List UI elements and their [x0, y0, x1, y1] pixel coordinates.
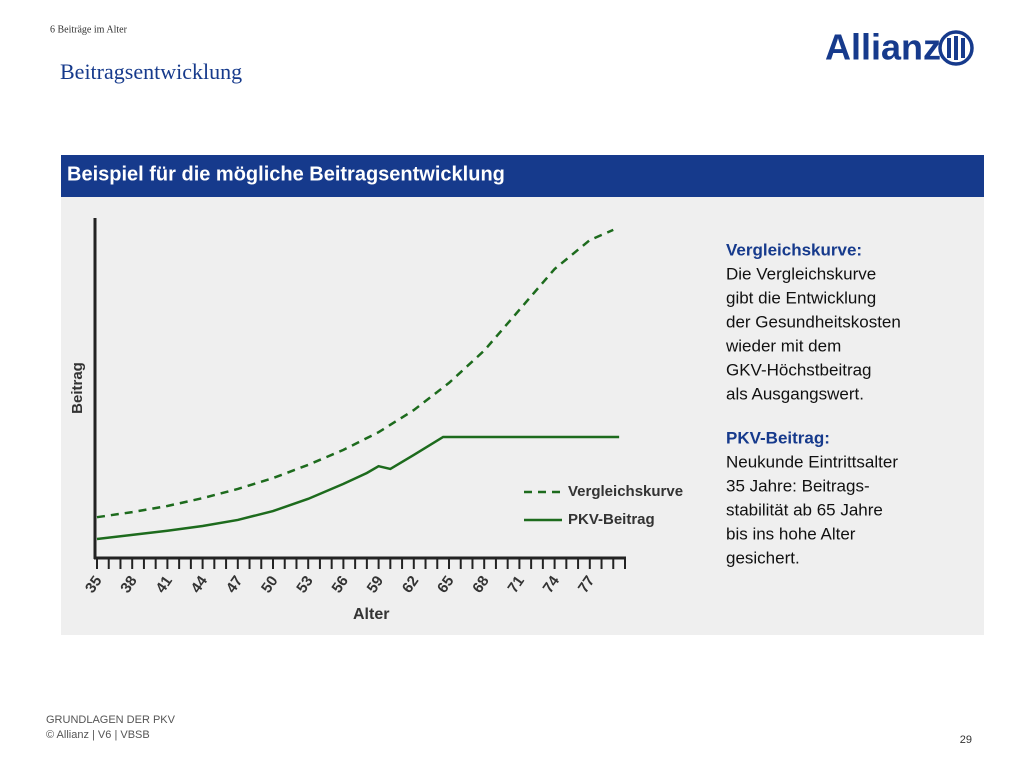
footer-title: GRUNDLAGEN DER PKV	[46, 714, 176, 726]
page-number: 29	[960, 734, 972, 746]
annotation-line: 35 Jahre: Beitrags-	[726, 476, 870, 495]
x-tick-label: 47	[223, 573, 246, 596]
x-tick-label: 59	[364, 573, 387, 596]
annotation-line: GKV-Höchstbeitrag	[726, 360, 872, 379]
annotation-line: Neukunde Eintrittsalter	[726, 452, 898, 471]
x-tick-label: 53	[293, 573, 316, 596]
x-axis-label: Alter	[353, 606, 389, 623]
logo-text: Allianz	[825, 27, 941, 68]
x-tick-label: 56	[328, 573, 351, 596]
annotation-line: gesichert.	[726, 548, 800, 567]
annotation-line: stabilität ab 65 Jahre	[726, 500, 883, 519]
annotation-line: wieder mit dem	[725, 336, 841, 355]
annotation-line: als Ausgangswert.	[726, 384, 864, 403]
x-tick-label: 65	[434, 573, 457, 596]
series-line	[96, 435, 620, 541]
x-tick-label: 62	[399, 573, 422, 596]
legend-label: PKV-Beitrag	[568, 511, 655, 528]
section-label: 6 Beiträge im Alter	[50, 24, 128, 35]
x-tick-label: 77	[575, 573, 598, 596]
x-tick-label: 35	[82, 573, 105, 596]
footer-copyright: © Allianz | V6 | VBSB	[46, 729, 150, 741]
x-tick-label: 41	[152, 573, 175, 596]
annotation-line: gibt die Entwicklung	[726, 288, 876, 307]
logo-icon	[938, 30, 974, 66]
x-tick-label: 68	[469, 573, 492, 596]
annotation-line: Die Vergleichskurve	[726, 264, 876, 283]
annotation-heading: Vergleichskurve:	[726, 240, 862, 259]
annotation-heading: PKV-Beitrag:	[726, 428, 830, 447]
panel-background	[61, 197, 984, 635]
x-tick-label: 38	[117, 573, 140, 596]
y-axis-label: Beitrag	[69, 362, 86, 414]
x-tick-label: 71	[504, 573, 527, 596]
slide-title: Beitragsentwicklung	[60, 59, 242, 84]
x-tick-label: 50	[258, 573, 281, 596]
panel-title: Beispiel für die mögliche Beitragsentwic…	[67, 163, 505, 185]
series-line	[96, 228, 614, 519]
annotation-line: der Gesundheitskosten	[726, 312, 901, 331]
panel-header	[61, 155, 984, 197]
annotation-line: bis ins hohe Alter	[726, 524, 856, 543]
legend-label: Vergleichskurve	[568, 483, 683, 500]
